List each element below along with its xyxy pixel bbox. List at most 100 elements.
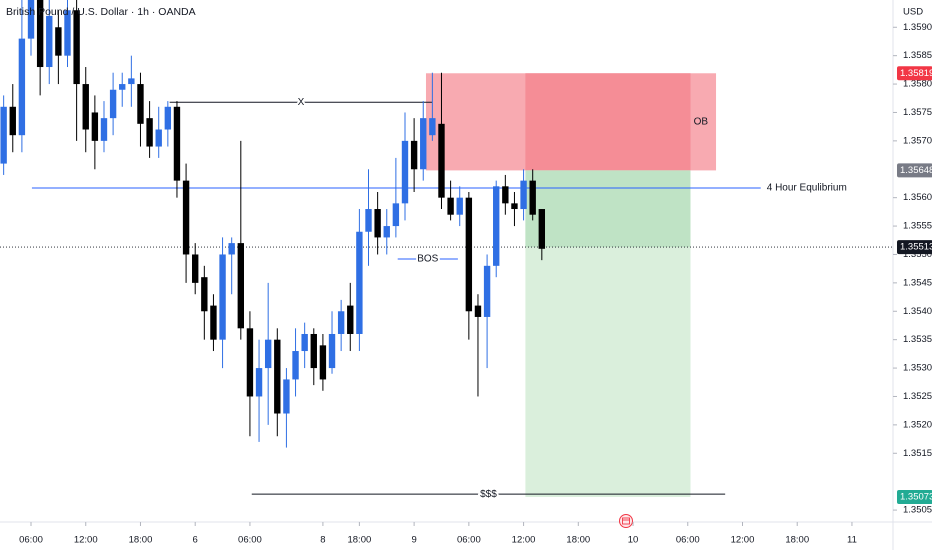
candle-body (483, 265, 491, 317)
candle-body (529, 180, 536, 215)
candle-body (137, 84, 144, 124)
candle-body (255, 368, 263, 397)
candle-body (192, 254, 199, 283)
stop-zone (525, 73, 691, 171)
candle-body (9, 106, 16, 136)
candle-body (228, 243, 235, 255)
price-badge (897, 490, 932, 505)
candle-body (365, 209, 372, 232)
candle-body (55, 27, 62, 56)
candle-body (520, 180, 527, 210)
x-tick-label: 12:00 (731, 535, 755, 546)
candle-body (392, 203, 400, 227)
y-tick-label: 1.35200 (903, 419, 932, 430)
price-badge (897, 240, 932, 255)
candle-body (100, 118, 108, 141)
price-badge-label: 1.35073 (900, 492, 932, 503)
candle-body (410, 140, 418, 170)
candle-body (301, 333, 308, 352)
x-tick-label: 8 (320, 535, 325, 546)
y-tick-label: 1.35450 (903, 277, 932, 288)
level-label: X (298, 97, 305, 108)
calendar-icon (619, 514, 633, 528)
x-tick-label: 06:00 (676, 535, 700, 546)
candle-body (319, 345, 327, 380)
y-tick-label: 1.35600 (903, 192, 932, 203)
x-tick-label: 9 (411, 535, 416, 546)
candle-body (347, 305, 354, 334)
candle-body (502, 186, 509, 204)
candle-body (383, 226, 390, 238)
candle-body (447, 197, 454, 215)
chart-title: British Pound / U.S. Dollar · 1h · OANDA (6, 6, 196, 18)
candle-body (210, 305, 217, 340)
candle-body (237, 243, 245, 329)
x-tick-label: 10 (628, 535, 639, 546)
candle-body (420, 118, 427, 170)
y-tick-label: 1.35800 (903, 79, 932, 90)
candle-body (128, 78, 135, 85)
candle-body (73, 10, 80, 85)
price-badge (897, 163, 932, 178)
candle-body (219, 254, 226, 340)
plot-area: OB X 4 Hour Equlibrium BOS $$$ (0, 0, 893, 502)
level-label: BOS (417, 254, 438, 265)
level-label: $$$ (480, 489, 497, 500)
x-tick-label: 18:00 (785, 535, 809, 546)
candle-body (46, 15, 53, 68)
candle-body (274, 339, 281, 414)
y-tick-label: 1.35750 (903, 107, 932, 118)
y-tick-label: 1.35700 (903, 135, 932, 146)
candle-body (18, 38, 26, 136)
candle-body (538, 209, 546, 249)
candle-body (201, 277, 208, 312)
candle-body (465, 197, 473, 312)
candle-body (429, 118, 436, 136)
x-tick-label: 6 (193, 535, 198, 546)
y-tick-label: 1.35300 (903, 363, 932, 374)
candle-body (155, 129, 162, 147)
price-badge-label: 1.35648 (900, 165, 932, 176)
x-tick-label: 06:00 (457, 535, 481, 546)
x-tick-label: 12:00 (512, 535, 536, 546)
x-tick-label: 18:00 (566, 535, 590, 546)
candle-body (401, 140, 409, 204)
candle-body (82, 84, 89, 130)
y-tick-label: 1.35550 (903, 221, 932, 232)
candle-body (91, 112, 99, 141)
candle-body (109, 89, 117, 119)
candle-body (64, 10, 71, 56)
candle-body (456, 197, 463, 215)
candle-body (511, 203, 518, 210)
level-label: 4 Hour Equlibrium (767, 183, 847, 194)
x-tick-label: 11 (847, 535, 857, 546)
y-tick-label: 1.35850 (903, 50, 932, 61)
candle-body (283, 379, 290, 414)
candle-body (119, 84, 126, 90)
candle-body (27, 0, 35, 39)
price-badge-label: 1.35819 (900, 68, 932, 79)
candle-body (264, 339, 272, 369)
candle-body (356, 231, 363, 334)
y-tick-label: 1.35150 (903, 448, 932, 459)
candle-body (374, 209, 381, 238)
ob-label: OB (694, 116, 709, 127)
candle-body (182, 180, 190, 255)
candle-body (438, 123, 445, 198)
candle-body (36, 0, 44, 68)
x-tick-label: 18:00 (347, 535, 371, 546)
x-tick-label: 18:00 (129, 535, 153, 546)
currency-label: USD (903, 7, 923, 18)
x-tick-label: 06:00 (238, 535, 262, 546)
candle-body (164, 106, 172, 130)
y-tick-label: 1.35250 (903, 391, 932, 402)
candle-body (493, 186, 500, 266)
y-tick-label: 1.35400 (903, 306, 932, 317)
y-tick-label: 1.35500 (903, 249, 932, 260)
candle-body (246, 328, 254, 397)
progress-zone (525, 170, 691, 248)
y-tick-label: 1.35350 (903, 334, 932, 345)
candle-body (310, 333, 317, 369)
